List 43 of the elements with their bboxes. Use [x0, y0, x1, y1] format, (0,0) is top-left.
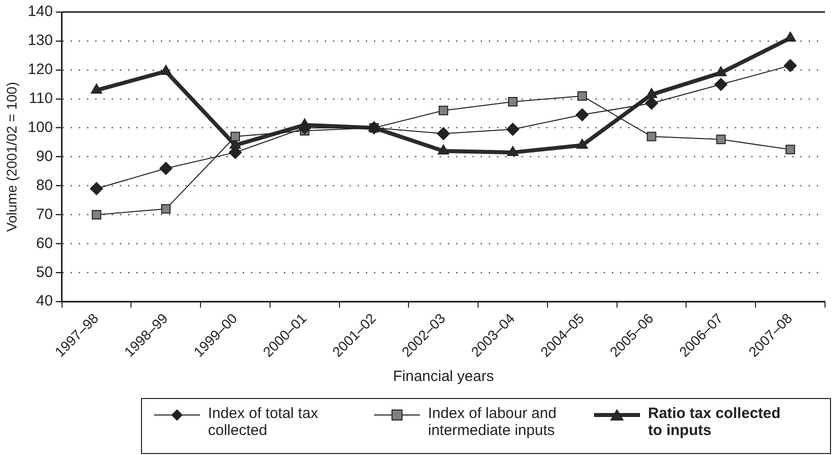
point	[716, 134, 726, 144]
point	[159, 162, 172, 175]
point	[645, 96, 658, 110]
legend-label: Index of labour and intermediate inputs	[428, 405, 558, 439]
point	[576, 138, 588, 149]
point	[784, 59, 797, 72]
point	[646, 88, 658, 98]
y-tick-label: 140	[28, 3, 53, 20]
y-tick-label: 130	[28, 32, 53, 50]
point	[438, 106, 448, 116]
point	[90, 182, 104, 196]
point	[784, 32, 796, 42]
point	[508, 97, 518, 107]
point	[92, 210, 102, 220]
legend-label: Index of total tax collected	[208, 405, 320, 439]
point	[438, 144, 450, 154]
x-axis-title: Financial years	[392, 368, 494, 386]
y-tick-label: 60	[36, 234, 53, 252]
y-tick-label: 120	[28, 61, 53, 78]
y-tick-label: 80	[36, 176, 53, 194]
point	[646, 132, 656, 142]
point	[576, 108, 589, 122]
y-tick-label: 90	[36, 148, 53, 165]
y-axis-title: Volume (2001/02 = 100)	[3, 82, 20, 232]
y-tick-label: 70	[36, 206, 53, 223]
point	[577, 91, 587, 101]
point	[506, 122, 520, 136]
legend-label: Ratio tax collected to inputs	[648, 405, 782, 439]
point	[228, 146, 242, 159]
y-tick-label: 110	[28, 90, 53, 108]
point	[230, 132, 240, 142]
y-tick-label: 50	[36, 264, 53, 281]
y-tick-label: 100	[28, 118, 53, 136]
point	[161, 204, 171, 214]
point	[436, 127, 450, 140]
point	[714, 78, 728, 91]
point	[507, 146, 518, 156]
point	[160, 64, 172, 75]
point	[90, 84, 102, 94]
y-tick-label: 40	[36, 292, 53, 310]
point	[298, 121, 312, 134]
point	[715, 66, 727, 76]
point	[786, 144, 796, 154]
